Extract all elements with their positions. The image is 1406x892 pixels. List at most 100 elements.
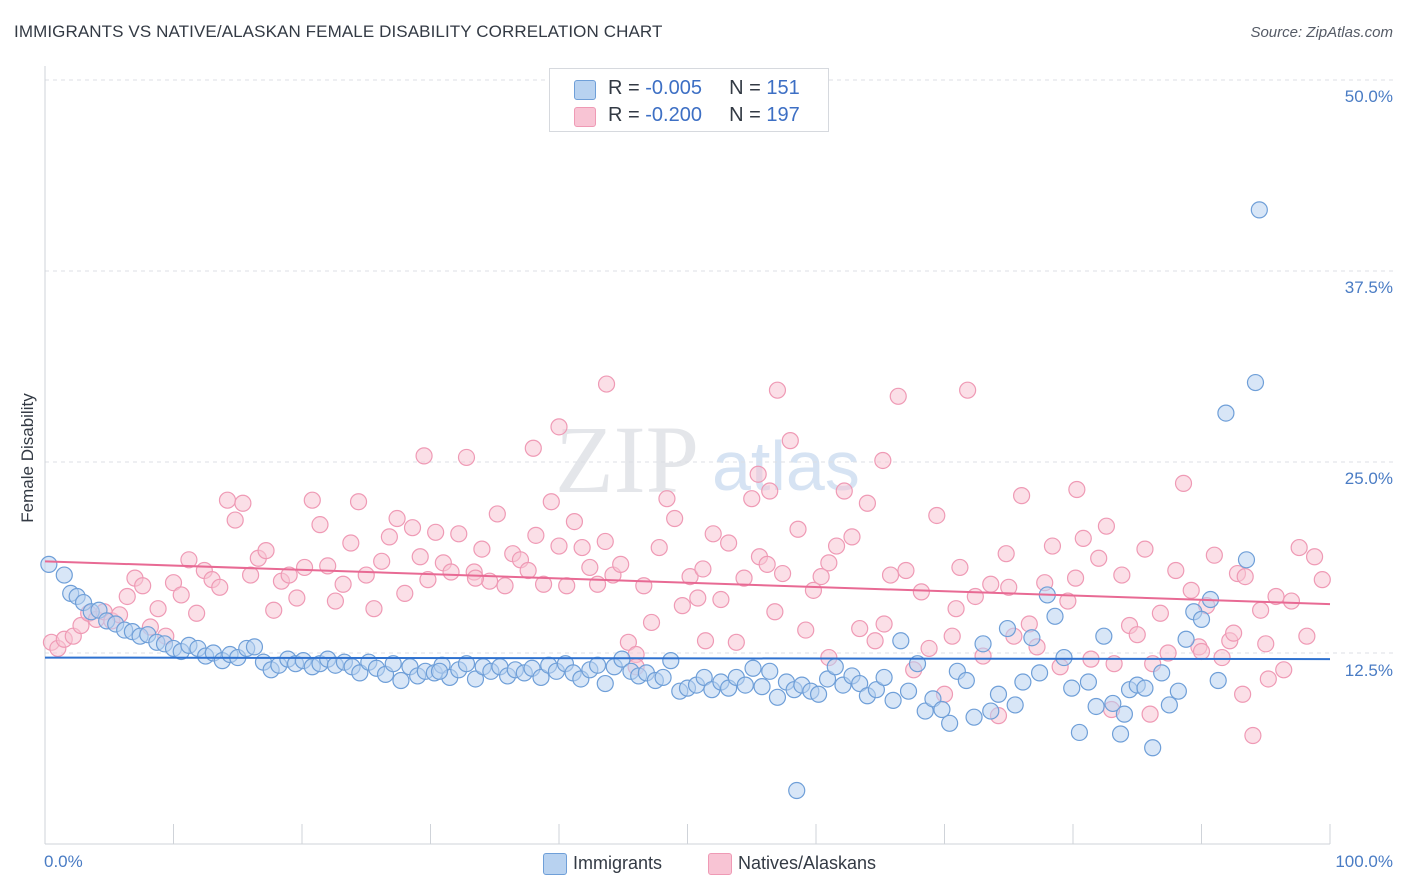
natives-point-83 — [681, 567, 699, 586]
immigrants-point-42 — [384, 655, 402, 673]
natives-point-56 — [473, 540, 491, 558]
natives-point-22 — [211, 578, 229, 596]
natives-point-160 — [1275, 661, 1293, 679]
natives-point-89 — [727, 633, 745, 651]
natives-point-169 — [550, 418, 568, 436]
natives-point-146 — [1167, 561, 1185, 580]
natives-point-97 — [789, 520, 807, 538]
natives-point-136 — [1090, 549, 1108, 567]
immigrants-point-110 — [941, 714, 959, 732]
natives-point-155 — [1236, 567, 1254, 586]
natives-point-142 — [1136, 540, 1154, 558]
natives-point-91 — [743, 490, 761, 508]
natives-point-87 — [712, 590, 730, 609]
natives-point-41 — [357, 566, 375, 584]
natives-point-19 — [188, 604, 206, 622]
natives-point-94 — [766, 603, 784, 621]
chart-title: IMMIGRANTS VS NATIVE/ALASKAN FEMALE DISA… — [14, 22, 663, 41]
natives-point-137 — [1097, 517, 1116, 535]
natives-point-132 — [1059, 592, 1077, 610]
natives-point-68 — [565, 512, 584, 531]
natives-point-78 — [642, 613, 661, 632]
legend-n-label: N = — [729, 104, 767, 126]
natives-point-102 — [827, 537, 846, 555]
natives-point-43 — [373, 552, 391, 570]
immigrants-point-137 — [1160, 696, 1178, 714]
natives-point-48 — [411, 548, 429, 566]
natives-point-172 — [768, 381, 787, 399]
natives-point-96 — [781, 432, 799, 450]
natives-point-16 — [164, 574, 183, 592]
immigrants-point-103 — [884, 691, 902, 709]
natives-point-105 — [851, 619, 869, 638]
natives-point-162 — [1290, 538, 1308, 557]
legend-r-value: -0.200 — [645, 104, 702, 126]
immigrants-point-67 — [588, 656, 607, 674]
natives-point-156 — [1244, 726, 1262, 745]
natives-point-181 — [947, 600, 965, 618]
y-tick-25: 25.0% — [1344, 469, 1393, 488]
natives-point-133 — [1066, 569, 1085, 587]
natives-point-72 — [596, 532, 614, 551]
natives-point-38 — [334, 575, 352, 593]
immigrants-point-60 — [532, 668, 550, 687]
legend-n-label: N = — [729, 77, 767, 99]
trend-lines — [44, 560, 1331, 661]
natives-point-174 — [1192, 642, 1211, 661]
natives-point-17 — [172, 586, 190, 604]
natives-point-62 — [519, 561, 537, 580]
immigrants-point-129 — [1095, 627, 1113, 645]
natives-point-14 — [149, 600, 167, 618]
natives-point-82 — [673, 597, 691, 615]
natives-point-148 — [1182, 581, 1200, 599]
immigrants-point-124 — [1055, 648, 1073, 667]
natives-point-50 — [427, 523, 445, 541]
immigrants-point-139 — [1177, 630, 1195, 648]
natives-point-119 — [959, 381, 977, 399]
immigrants-point-135 — [1144, 739, 1162, 757]
natives-point-29 — [265, 601, 283, 619]
natives-point-124 — [997, 545, 1015, 563]
axes — [44, 66, 1331, 845]
natives-point-147 — [1174, 474, 1193, 492]
immigrants-point-99 — [851, 674, 869, 693]
natives-point-80 — [658, 490, 676, 508]
immigrants-point-119 — [1014, 673, 1032, 691]
natives-point-44 — [380, 528, 398, 546]
natives-point-159 — [1267, 587, 1285, 606]
immigrants-point-128 — [1087, 697, 1105, 716]
immigrants-point-146 — [1250, 201, 1268, 219]
immigrants-trend-line — [44, 656, 1331, 661]
natives-point-53 — [450, 525, 468, 543]
natives-point-186 — [466, 569, 485, 587]
immigrants-points — [40, 201, 1268, 800]
natives-point-151 — [1205, 546, 1223, 564]
natives-point-163 — [1298, 627, 1316, 645]
immigrants-point-89 — [768, 688, 787, 706]
immigrants-point-141 — [1192, 610, 1211, 628]
natives-point-109 — [881, 566, 900, 584]
immigrants-point-114 — [974, 635, 992, 653]
natives-point-34 — [303, 491, 321, 509]
natives-point-59 — [496, 577, 514, 595]
natives-point-170 — [524, 439, 542, 457]
immigrants-point-126 — [1070, 723, 1089, 742]
natives-point-58 — [488, 505, 506, 523]
natives-point-65 — [542, 493, 560, 511]
natives-trend-line — [44, 560, 1331, 606]
natives-point-85 — [696, 632, 715, 650]
immigrants-point-106 — [908, 655, 927, 673]
immigrants-point-52 — [466, 670, 485, 688]
immigrants-point-109 — [933, 700, 951, 719]
natives-point-49 — [419, 571, 437, 589]
immigrants-point-113 — [965, 708, 983, 726]
natives-point-182 — [875, 615, 893, 633]
natives-point-39 — [342, 534, 360, 552]
legend-n-value: 151 — [766, 77, 800, 99]
immigrants-point-116 — [989, 685, 1008, 703]
immigrants-point-0 — [40, 555, 58, 573]
legend-swatch-natives — [574, 107, 596, 127]
immigrants-point-76 — [662, 652, 680, 670]
natives-point-52 — [442, 563, 460, 581]
